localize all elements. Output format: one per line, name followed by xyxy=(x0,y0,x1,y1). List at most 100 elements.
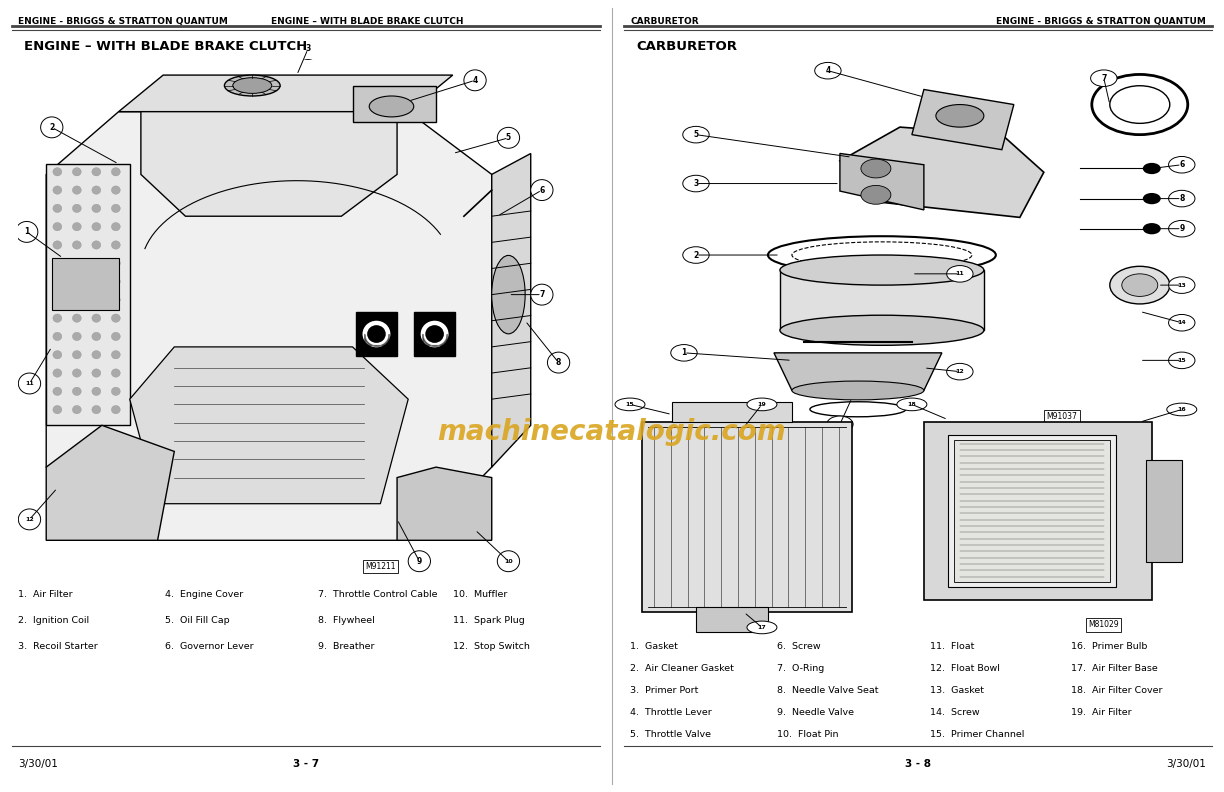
Text: 13: 13 xyxy=(1177,283,1186,287)
Circle shape xyxy=(683,247,709,263)
Text: 8: 8 xyxy=(1179,194,1185,203)
Circle shape xyxy=(1169,220,1195,237)
Circle shape xyxy=(497,128,520,148)
Circle shape xyxy=(53,351,61,359)
Text: 4.  Throttle Lever: 4. Throttle Lever xyxy=(630,708,712,717)
Text: 16.  Primer Bulb: 16. Primer Bulb xyxy=(1071,642,1147,650)
Polygon shape xyxy=(397,467,492,540)
Text: 11: 11 xyxy=(956,272,965,276)
Polygon shape xyxy=(130,347,409,504)
Text: 3/30/01: 3/30/01 xyxy=(1165,759,1206,769)
Text: 3.  Primer Port: 3. Primer Port xyxy=(630,686,699,695)
Circle shape xyxy=(1143,163,1160,174)
Text: 15: 15 xyxy=(1177,358,1186,363)
Polygon shape xyxy=(643,422,852,612)
Circle shape xyxy=(111,168,120,176)
Ellipse shape xyxy=(492,255,525,333)
Text: 3/30/01: 3/30/01 xyxy=(18,759,59,769)
Circle shape xyxy=(72,241,81,249)
Circle shape xyxy=(72,314,81,322)
Text: 12.  Stop Switch: 12. Stop Switch xyxy=(453,642,530,651)
Circle shape xyxy=(297,39,319,59)
Circle shape xyxy=(362,321,390,348)
Circle shape xyxy=(1169,190,1195,207)
Circle shape xyxy=(671,345,698,361)
Circle shape xyxy=(946,265,973,282)
Text: 11.  Float: 11. Float xyxy=(930,642,974,650)
Circle shape xyxy=(53,314,61,322)
Text: 4: 4 xyxy=(825,67,831,75)
Text: 5.  Throttle Valve: 5. Throttle Valve xyxy=(630,730,711,739)
Text: 10.  Float Pin: 10. Float Pin xyxy=(777,730,838,739)
Text: M91211: M91211 xyxy=(365,562,395,571)
Circle shape xyxy=(72,186,81,194)
Circle shape xyxy=(53,387,61,395)
Circle shape xyxy=(72,369,81,377)
Circle shape xyxy=(815,63,841,79)
Circle shape xyxy=(72,259,81,268)
Circle shape xyxy=(92,333,100,341)
Circle shape xyxy=(747,398,777,411)
Polygon shape xyxy=(353,86,436,122)
Circle shape xyxy=(111,277,120,286)
Circle shape xyxy=(92,406,100,413)
Circle shape xyxy=(111,351,120,359)
Ellipse shape xyxy=(233,78,272,93)
Circle shape xyxy=(1169,314,1195,331)
Circle shape xyxy=(53,295,61,304)
Text: 11: 11 xyxy=(26,381,34,386)
Bar xyxy=(924,422,1152,600)
Circle shape xyxy=(92,351,100,359)
Bar xyxy=(672,402,792,422)
Text: M91037: M91037 xyxy=(1047,413,1077,421)
Circle shape xyxy=(92,259,100,268)
Circle shape xyxy=(683,127,709,143)
Text: 1: 1 xyxy=(682,348,687,357)
Text: 7: 7 xyxy=(540,290,545,299)
Text: 9: 9 xyxy=(416,557,422,565)
Text: 17.  Air Filter Base: 17. Air Filter Base xyxy=(1071,664,1158,672)
Circle shape xyxy=(111,387,120,395)
Circle shape xyxy=(40,117,62,138)
Text: 15: 15 xyxy=(625,402,634,407)
Text: 10: 10 xyxy=(504,558,513,564)
Circle shape xyxy=(111,314,120,322)
Text: 8: 8 xyxy=(556,358,562,367)
Circle shape xyxy=(111,241,120,249)
Text: 12: 12 xyxy=(26,517,34,522)
Text: 7.  O-Ring: 7. O-Ring xyxy=(777,664,825,672)
Text: 18.  Air Filter Cover: 18. Air Filter Cover xyxy=(1071,686,1163,695)
Circle shape xyxy=(614,398,645,411)
Circle shape xyxy=(92,387,100,395)
Circle shape xyxy=(421,321,448,348)
Text: ENGINE - BRIGGS & STRATTON QUANTUM: ENGINE - BRIGGS & STRATTON QUANTUM xyxy=(996,17,1206,26)
Text: 1.  Air Filter: 1. Air Filter xyxy=(18,590,73,599)
Circle shape xyxy=(826,416,853,432)
Text: 12.  Float Bowl: 12. Float Bowl xyxy=(930,664,1000,672)
Text: 7: 7 xyxy=(1102,74,1106,82)
Text: 18: 18 xyxy=(907,402,917,407)
Text: 16: 16 xyxy=(1177,407,1186,412)
Polygon shape xyxy=(119,75,453,112)
Circle shape xyxy=(92,168,100,176)
Circle shape xyxy=(18,509,40,530)
Text: M81029: M81029 xyxy=(1088,620,1119,630)
Ellipse shape xyxy=(224,75,280,96)
Circle shape xyxy=(497,550,520,572)
Circle shape xyxy=(18,373,40,394)
Text: 14.  Screw: 14. Screw xyxy=(930,708,980,717)
Polygon shape xyxy=(47,425,174,540)
Circle shape xyxy=(111,406,120,413)
Text: 2: 2 xyxy=(49,123,54,131)
Text: 13.  Gasket: 13. Gasket xyxy=(930,686,984,695)
Circle shape xyxy=(72,387,81,395)
Circle shape xyxy=(53,333,61,341)
Circle shape xyxy=(1166,403,1197,416)
Circle shape xyxy=(111,259,120,268)
Text: 8.  Needle Valve Seat: 8. Needle Valve Seat xyxy=(777,686,879,695)
Text: 19.  Air Filter: 19. Air Filter xyxy=(1071,708,1132,717)
Circle shape xyxy=(92,369,100,377)
Circle shape xyxy=(683,175,709,192)
Circle shape xyxy=(747,621,777,634)
Text: 1.  Gasket: 1. Gasket xyxy=(630,642,678,650)
